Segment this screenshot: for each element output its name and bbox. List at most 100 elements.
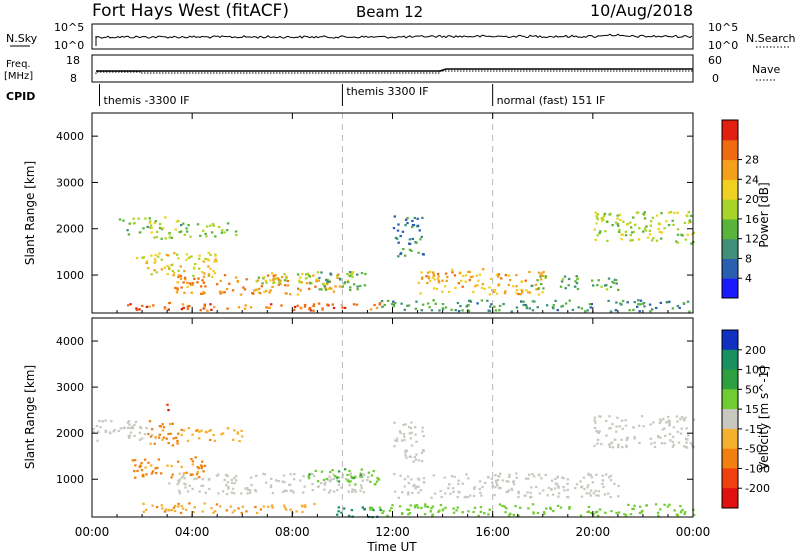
- data-cell: [435, 287, 439, 290]
- data-cell: [232, 492, 236, 495]
- data-cell: [151, 428, 154, 431]
- data-cell: [99, 426, 102, 429]
- data-cell: [311, 482, 314, 486]
- data-cell: [612, 281, 616, 285]
- data-cell: [642, 425, 645, 428]
- data-cell: [361, 479, 364, 482]
- data-cell: [156, 466, 159, 469]
- data-cell: [403, 478, 407, 481]
- data-cell: [635, 211, 639, 214]
- data-cell: [596, 442, 599, 445]
- data-cell: [204, 285, 207, 288]
- data-cell: [664, 434, 667, 438]
- data-cell: [480, 286, 484, 289]
- data-cell: [158, 223, 162, 226]
- velocity-ylabel: Slant Range [km]: [23, 365, 37, 469]
- data-cell: [178, 472, 181, 475]
- data-cell: [421, 276, 424, 279]
- data-cell: [153, 442, 156, 445]
- data-cell: [629, 234, 632, 237]
- data-cell: [688, 310, 691, 313]
- data-cell: [137, 217, 140, 220]
- data-cell: [468, 279, 472, 282]
- data-cell: [455, 509, 458, 512]
- data-cell: [249, 476, 253, 479]
- data-cell: [185, 471, 188, 474]
- data-cell: [595, 429, 598, 433]
- data-cell: [350, 271, 354, 274]
- data-cell: [182, 474, 185, 477]
- data-cell: [356, 285, 359, 288]
- colorbar-swatch: [722, 389, 738, 410]
- data-cell: [554, 299, 557, 302]
- data-cell: [517, 495, 520, 499]
- data-cell: [560, 280, 564, 283]
- data-cell: [193, 477, 196, 481]
- data-cell: [328, 475, 331, 478]
- data-cell: [652, 237, 655, 240]
- data-cell: [620, 303, 623, 306]
- data-cell: [596, 218, 599, 221]
- data-cell: [441, 279, 444, 282]
- data-cell: [219, 279, 222, 282]
- data-cell: [145, 305, 149, 308]
- data-cell: [209, 267, 212, 270]
- data-cell: [151, 470, 155, 473]
- data-cell: [684, 437, 688, 440]
- data-cell: [207, 265, 210, 268]
- data-cell: [476, 302, 479, 305]
- data-cell: [177, 479, 180, 482]
- data-cell: [484, 481, 487, 484]
- data-cell: [540, 278, 543, 281]
- data-cell: [176, 281, 180, 284]
- data-cell: [350, 475, 353, 478]
- data-cell: [489, 277, 493, 280]
- data-cell: [426, 281, 429, 285]
- data-cell: [296, 273, 300, 276]
- data-cell: [158, 433, 161, 436]
- data-cell: [336, 274, 339, 277]
- data-cell: [528, 307, 531, 310]
- data-cell: [150, 464, 153, 467]
- data-cell: [531, 300, 534, 303]
- data-cell: [188, 484, 191, 487]
- data-cell: [104, 419, 107, 422]
- colorbar-swatch: [722, 428, 738, 450]
- data-cell: [561, 278, 565, 281]
- data-cell: [483, 512, 486, 515]
- data-cell: [255, 474, 258, 477]
- data-cell: [178, 478, 182, 481]
- data-cell: [453, 274, 457, 277]
- data-cell: [486, 299, 489, 302]
- data-cell: [683, 512, 686, 516]
- data-cell: [326, 278, 330, 281]
- data-cell: [629, 221, 632, 224]
- data-cell: [180, 428, 183, 431]
- data-cell: [207, 273, 211, 276]
- data-cell: [356, 288, 359, 291]
- data-cell: [507, 480, 510, 483]
- data-cell: [314, 285, 317, 288]
- data-cell: [240, 435, 244, 438]
- data-cell: [127, 304, 130, 307]
- data-cell: [515, 274, 518, 277]
- data-cell: [198, 257, 201, 260]
- data-cell: [388, 509, 392, 512]
- colorbar-tick-label: 12: [745, 233, 759, 246]
- data-cell: [575, 282, 579, 285]
- data-cell: [353, 283, 356, 286]
- data-cell: [638, 511, 642, 515]
- data-cell: [299, 289, 302, 292]
- data-cell: [226, 222, 230, 225]
- data-cell: [595, 216, 599, 219]
- data-cell: [658, 418, 662, 421]
- data-cell: [184, 278, 187, 281]
- data-cell: [421, 430, 424, 433]
- data-cell: [349, 288, 352, 292]
- data-cell: [172, 437, 175, 440]
- data-cell: [301, 272, 304, 276]
- data-cell: [645, 504, 648, 507]
- data-cell: [191, 282, 195, 285]
- data-cell: [171, 444, 175, 447]
- data-cell: [329, 480, 332, 483]
